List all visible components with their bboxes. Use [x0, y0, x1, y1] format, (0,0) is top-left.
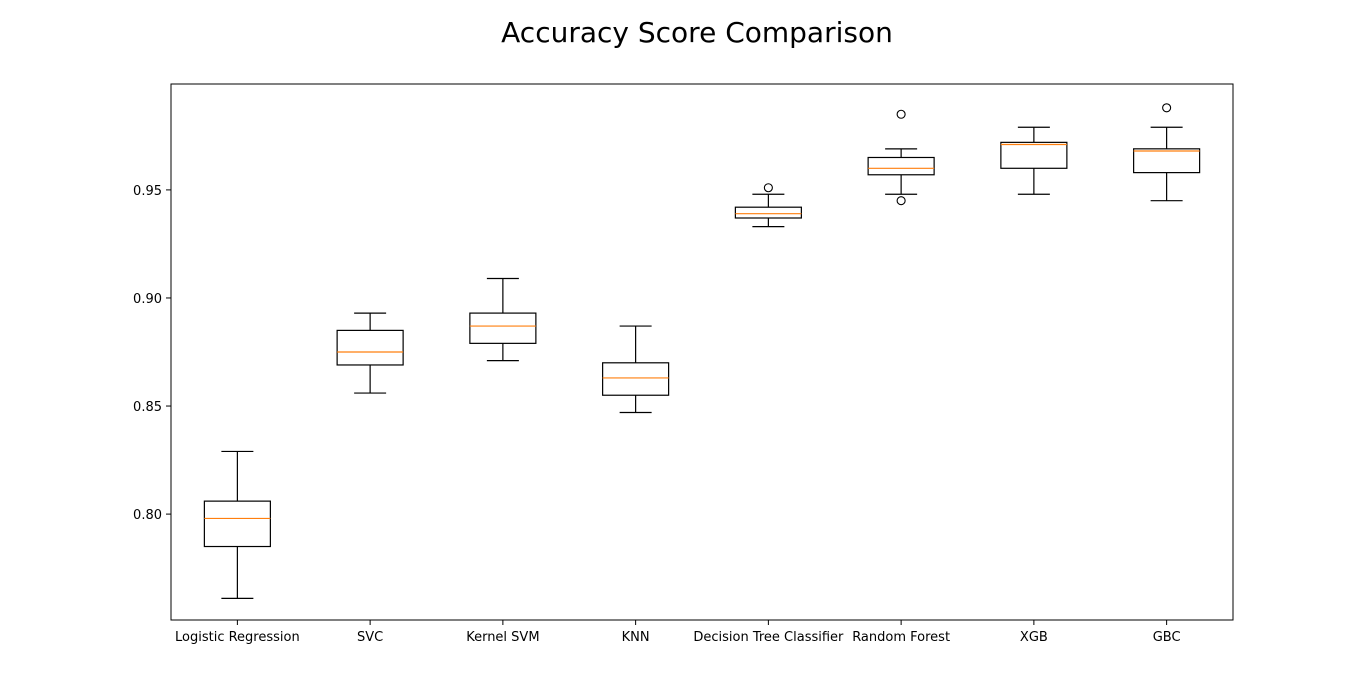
- outlier-point: [1162, 103, 1172, 113]
- axes-frame: [170, 83, 1234, 621]
- plot-area: 0.80 0.85 0.90 0.95 Logistic Regression SVC Ke…: [133, 83, 1234, 645]
- outlier-point: [896, 109, 906, 119]
- box: [602, 362, 670, 396]
- box: [734, 206, 802, 219]
- x-tick-label: Random Forest: [852, 630, 950, 645]
- chart-title: Accuracy Score Comparison: [501, 16, 893, 49]
- box: [1000, 141, 1068, 169]
- x-tick-label: Logistic Regression: [175, 630, 300, 645]
- y-tick-label: 0.85: [133, 400, 162, 415]
- box: [336, 329, 404, 366]
- x-tick-label: XGB: [1020, 630, 1048, 645]
- x-tick-label: GBC: [1153, 630, 1181, 645]
- box: [469, 312, 537, 344]
- x-tick-label: Decision Tree Classifier: [693, 630, 844, 645]
- outlier-point: [896, 196, 906, 206]
- y-tick-label: 0.80: [133, 508, 162, 523]
- outlier-point: [763, 183, 773, 193]
- box: [867, 156, 935, 176]
- x-tick-label: Kernel SVM: [466, 630, 539, 645]
- y-tick-label: 0.95: [133, 184, 162, 199]
- box: [203, 500, 271, 548]
- y-tick-label: 0.90: [133, 292, 162, 307]
- x-tick-label: KNN: [622, 630, 650, 645]
- x-tick-label: SVC: [357, 630, 383, 645]
- box: [1133, 148, 1201, 174]
